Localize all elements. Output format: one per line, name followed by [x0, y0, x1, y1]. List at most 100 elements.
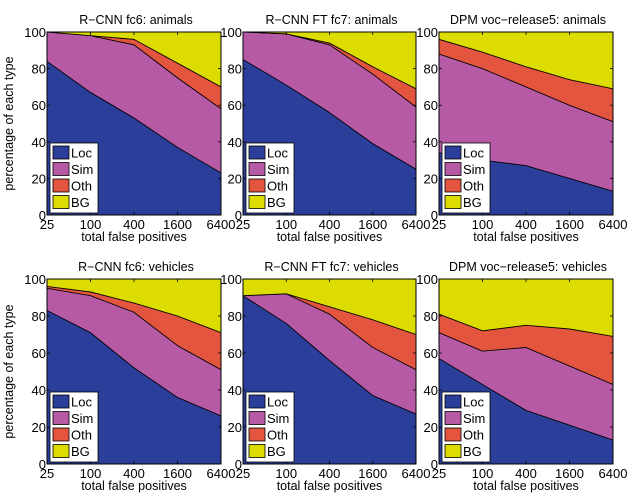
legend-label-loc: Loc: [71, 395, 92, 410]
y-tick-label: 80: [32, 309, 46, 324]
chart-title: R−CNN FT fc7: vehicles: [264, 260, 398, 274]
y-tick-label: 100: [416, 272, 438, 287]
legend-label-bg: BG: [463, 444, 482, 459]
legend-label-sim: Sim: [463, 162, 485, 177]
x-tick-label: 400: [123, 466, 145, 481]
y-tick-label: 60: [228, 346, 242, 361]
y-tick-label: 60: [424, 346, 438, 361]
subplot-2: 0 20 40 60 80 100 25 100 400 1600 6400 R−CNN FT fc7…: [220, 13, 430, 244]
x-tick-label: 25: [432, 217, 446, 232]
y-tick-label: 60: [424, 98, 438, 113]
legend-label-sim: Sim: [71, 411, 93, 426]
y-tick-label: 20: [228, 171, 242, 186]
x-tick-label: 400: [515, 217, 537, 232]
x-tick-label: 25: [432, 466, 446, 481]
x-tick-label: 6400: [599, 217, 628, 232]
legend-swatch-loc: [248, 394, 266, 409]
legend-label-bg: BG: [267, 195, 286, 210]
x-tick-label: 6400: [599, 466, 628, 481]
y-tick-label: 20: [32, 171, 46, 186]
legend-swatch-bg: [52, 195, 70, 209]
legend-swatch-sim: [52, 162, 70, 176]
legend-label-loc: Loc: [267, 146, 288, 161]
legend-swatch-oth: [444, 178, 462, 193]
x-tick-label: 25: [236, 217, 250, 232]
legend-swatch-bg: [248, 444, 266, 458]
legend-swatch-sim: [444, 411, 462, 425]
legend-swatch-loc: [444, 145, 462, 160]
y-tick-label: 80: [424, 62, 438, 77]
legend-label-bg: BG: [267, 444, 286, 459]
y-tick-label: 80: [228, 309, 242, 324]
x-tick-label: 1600: [163, 466, 192, 481]
legend-swatch-oth: [52, 178, 70, 193]
y-tick-label: 40: [32, 383, 46, 398]
legend-label-oth: Oth: [463, 179, 484, 194]
x-tick-label: 1600: [555, 217, 584, 232]
chart-title: R−CNN fc6: vehicles: [78, 260, 194, 274]
subplot-4: 0 20 40 60 80 100 25 100 400 1600 6400 R−CNN fc6: v…: [2, 260, 235, 493]
legend-swatch-loc: [52, 394, 70, 409]
legend-label-oth: Oth: [267, 179, 288, 194]
legend-swatch-oth: [248, 427, 266, 442]
y-tick-label: 0: [235, 457, 242, 472]
y-axis-label: percentage of each type: [2, 56, 16, 190]
x-tick-label: 6400: [207, 217, 236, 232]
legend-label-sim: Sim: [463, 411, 485, 426]
x-tick-label: 25: [40, 466, 54, 481]
chart-title: DPM voc−release5: animals: [450, 13, 606, 27]
chart-title: R−CNN fc6: animals: [79, 13, 193, 27]
legend-label-loc: Loc: [463, 146, 484, 161]
legend-swatch-oth: [248, 178, 266, 193]
y-tick-label: 40: [228, 383, 242, 398]
y-tick-label: 40: [424, 135, 438, 150]
x-tick-label: 400: [123, 217, 145, 232]
y-tick-label: 60: [32, 346, 46, 361]
legend-swatch-bg: [444, 444, 462, 458]
x-tick-label: 6400: [207, 466, 236, 481]
x-axis-label: total false positives: [81, 479, 187, 493]
y-tick-label: 0: [431, 208, 438, 223]
y-tick-label: 0: [431, 457, 438, 472]
legend-swatch-sim: [52, 411, 70, 425]
x-tick-label: 25: [236, 466, 250, 481]
legend-label-loc: Loc: [463, 395, 484, 410]
y-tick-label: 100: [220, 272, 242, 287]
y-tick-label: 20: [228, 420, 242, 435]
x-axis-label: total false positives: [277, 230, 383, 244]
x-tick-label: 1600: [358, 217, 387, 232]
chart-title: DPM voc−release5: vehicles: [449, 260, 607, 274]
x-tick-label: 1600: [358, 466, 387, 481]
subplot-5: 0 20 40 60 80 100 25 100 400 1600 6400 R−CNN FT fc7…: [220, 260, 430, 493]
y-tick-label: 0: [235, 208, 242, 223]
x-axis-label: total false positives: [473, 230, 579, 244]
y-tick-label: 100: [416, 25, 438, 40]
y-tick-label: 40: [424, 383, 438, 398]
legend-swatch-bg: [52, 444, 70, 458]
y-tick-label: 20: [32, 420, 46, 435]
legend-label-sim: Sim: [267, 162, 289, 177]
legend-swatch-oth: [444, 427, 462, 442]
legend-label-bg: BG: [463, 195, 482, 210]
legend-label-loc: Loc: [71, 146, 92, 161]
y-tick-label: 100: [24, 25, 46, 40]
legend-swatch-oth: [52, 427, 70, 442]
legend-label-loc: Loc: [267, 395, 288, 410]
subplot-3: 0 20 40 60 80 100 25 100 400 1600 6400 DPM voc−rele…: [416, 13, 627, 244]
legend-swatch-bg: [248, 195, 266, 209]
legend-swatch-bg: [444, 195, 462, 209]
x-axis-label: total false positives: [277, 479, 383, 493]
legend-swatch-loc: [444, 394, 462, 409]
legend-label-sim: Sim: [267, 411, 289, 426]
legend-swatch-sim: [444, 162, 462, 176]
legend-swatch-sim: [248, 411, 266, 425]
x-tick-label: 100: [80, 217, 102, 232]
x-tick-label: 100: [275, 466, 297, 481]
x-tick-label: 100: [80, 466, 102, 481]
x-tick-label: 400: [515, 466, 537, 481]
x-tick-label: 1600: [555, 466, 584, 481]
